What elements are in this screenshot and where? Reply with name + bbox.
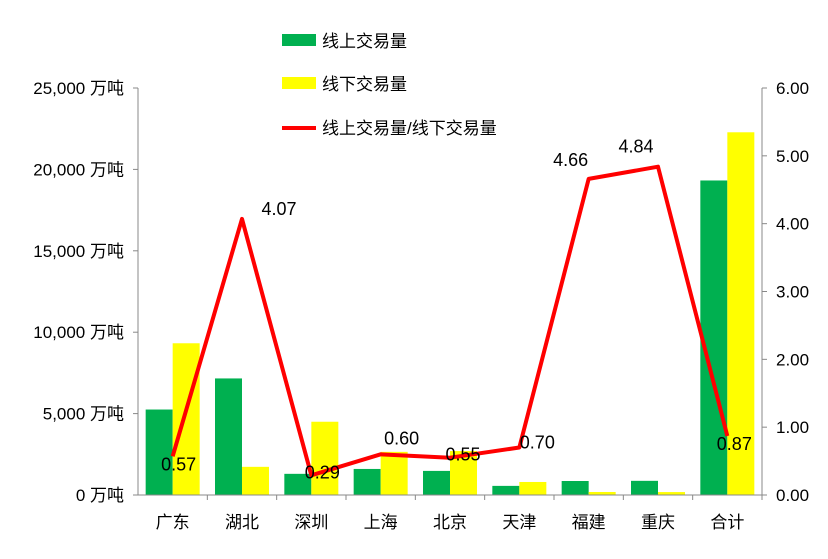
bar-offline-1 bbox=[242, 467, 269, 495]
x-tick-label-6: 福建 bbox=[572, 513, 606, 532]
x-tick-label-8: 合计 bbox=[710, 513, 744, 532]
legend: 线上交易量 线下交易量 线上交易量/线下交易量 bbox=[282, 32, 497, 138]
legend-label-online: 线上交易量 bbox=[322, 32, 407, 51]
left-tick-label-5: 25,000 万吨 bbox=[33, 79, 124, 98]
left-tick-label-4: 20,000 万吨 bbox=[33, 160, 124, 179]
right-tick-label-1: 1.00 bbox=[776, 418, 809, 437]
x-tick-label-7: 重庆 bbox=[641, 513, 675, 532]
ratio-data-label-0: 0.57 bbox=[161, 454, 196, 474]
legend-swatch-offline bbox=[282, 77, 316, 89]
ratio-data-label-2: 0.29 bbox=[305, 462, 340, 482]
bar-online-3 bbox=[354, 469, 381, 495]
bar-offline-2 bbox=[311, 422, 338, 495]
bar-offline-3 bbox=[381, 452, 408, 495]
x-tick-label-1: 湖北 bbox=[225, 513, 259, 532]
bar-online-6 bbox=[562, 481, 589, 495]
ratio-data-label-3: 0.60 bbox=[384, 428, 419, 448]
x-tick-label-5: 天津 bbox=[502, 513, 536, 532]
ratio-data-label-4: 0.55 bbox=[445, 445, 480, 465]
bar-offline-5 bbox=[519, 482, 546, 495]
x-tick-label-3: 上海 bbox=[364, 513, 398, 532]
x-tick-label-0: 广东 bbox=[156, 513, 190, 532]
ratio-data-label-6: 4.66 bbox=[553, 150, 588, 170]
left-tick-label-2: 10,000 万吨 bbox=[33, 323, 124, 342]
bar-online-0 bbox=[146, 410, 173, 495]
x-tick-label-4: 北京 bbox=[433, 513, 467, 532]
right-tick-label-5: 5.00 bbox=[776, 147, 809, 166]
right-tick-label-4: 4.00 bbox=[776, 215, 809, 234]
legend-label-offline: 线下交易量 bbox=[322, 75, 407, 94]
right-tick-label-3: 3.00 bbox=[776, 283, 809, 302]
bar-online-5 bbox=[492, 486, 519, 495]
left-tick-label-3: 15,000 万吨 bbox=[33, 242, 124, 261]
bar-online-7 bbox=[631, 481, 658, 495]
bar-online-4 bbox=[423, 471, 450, 495]
right-tick-label-0: 0.00 bbox=[776, 486, 809, 505]
right-tick-label-6: 6.00 bbox=[776, 79, 809, 98]
x-tick-label-2: 深圳 bbox=[294, 513, 328, 532]
left-tick-label-1: 5,000 万吨 bbox=[43, 405, 124, 424]
left-tick-label-0: 0 万吨 bbox=[76, 486, 124, 505]
right-tick-label-2: 2.00 bbox=[776, 350, 809, 369]
legend-label-ratio: 线上交易量/线下交易量 bbox=[322, 119, 497, 138]
ratio-data-label-1: 4.07 bbox=[261, 199, 296, 219]
bar-online-1 bbox=[215, 378, 242, 495]
ratio-line bbox=[173, 167, 728, 476]
legend-swatch-online bbox=[282, 34, 316, 46]
ratio-data-label-7: 4.84 bbox=[618, 137, 653, 157]
ratio-data-label-8: 0.87 bbox=[717, 434, 752, 454]
ratio-data-label-5: 0.70 bbox=[520, 433, 555, 453]
